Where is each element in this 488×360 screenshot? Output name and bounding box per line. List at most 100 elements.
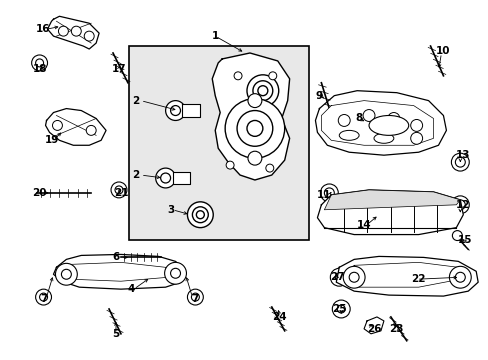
Circle shape — [161, 173, 170, 183]
Text: 27: 27 — [329, 272, 344, 282]
Circle shape — [71, 26, 81, 36]
Circle shape — [252, 81, 272, 100]
Circle shape — [451, 231, 461, 240]
Polygon shape — [364, 317, 383, 334]
Circle shape — [225, 161, 234, 169]
Circle shape — [86, 125, 96, 135]
Circle shape — [59, 26, 68, 36]
Text: 7: 7 — [40, 294, 47, 304]
FancyBboxPatch shape — [129, 46, 309, 239]
Circle shape — [410, 120, 422, 131]
Text: 3: 3 — [166, 205, 174, 215]
Text: 13: 13 — [455, 150, 469, 160]
Polygon shape — [47, 16, 99, 49]
Text: 21: 21 — [114, 188, 128, 198]
Text: 2: 2 — [132, 170, 139, 180]
Circle shape — [343, 266, 365, 288]
Circle shape — [55, 264, 77, 285]
Text: 10: 10 — [435, 46, 450, 56]
Circle shape — [165, 100, 185, 121]
Circle shape — [410, 132, 422, 144]
Circle shape — [224, 99, 284, 158]
Ellipse shape — [339, 130, 358, 140]
Circle shape — [84, 31, 94, 41]
Circle shape — [324, 188, 334, 198]
Circle shape — [320, 184, 338, 202]
Text: 25: 25 — [331, 304, 346, 314]
Circle shape — [247, 94, 262, 108]
Circle shape — [61, 269, 71, 279]
Text: 9: 9 — [315, 91, 322, 101]
Polygon shape — [321, 100, 433, 145]
Circle shape — [187, 202, 213, 228]
Circle shape — [246, 121, 263, 136]
Text: 4: 4 — [127, 284, 134, 294]
Polygon shape — [182, 104, 200, 117]
Text: 20: 20 — [32, 188, 47, 198]
Circle shape — [234, 72, 242, 80]
Text: 22: 22 — [410, 274, 425, 284]
Circle shape — [268, 72, 276, 80]
Circle shape — [362, 109, 374, 121]
Polygon shape — [53, 255, 185, 289]
Circle shape — [330, 268, 347, 286]
Circle shape — [454, 272, 464, 282]
Circle shape — [450, 153, 468, 171]
Ellipse shape — [368, 116, 408, 135]
Circle shape — [332, 300, 349, 318]
Text: 19: 19 — [44, 135, 59, 145]
Text: 14: 14 — [356, 220, 370, 230]
Polygon shape — [212, 53, 289, 180]
Text: 26: 26 — [366, 324, 381, 334]
Circle shape — [155, 168, 175, 188]
Polygon shape — [66, 262, 168, 281]
Circle shape — [454, 157, 464, 167]
Text: 24: 24 — [272, 312, 286, 322]
Polygon shape — [317, 190, 462, 235]
Circle shape — [454, 200, 464, 210]
Text: 1: 1 — [211, 31, 219, 41]
Text: 11: 11 — [317, 190, 331, 200]
Polygon shape — [346, 262, 459, 287]
Circle shape — [111, 182, 127, 198]
Text: 12: 12 — [455, 200, 469, 210]
Circle shape — [246, 75, 278, 107]
Circle shape — [348, 272, 358, 282]
Text: 8: 8 — [355, 113, 362, 123]
Circle shape — [52, 121, 62, 130]
Circle shape — [387, 113, 399, 125]
Text: 6: 6 — [112, 252, 120, 262]
Circle shape — [265, 164, 273, 172]
Polygon shape — [315, 91, 446, 155]
Circle shape — [338, 114, 349, 126]
Circle shape — [448, 266, 470, 288]
Circle shape — [115, 186, 122, 194]
Circle shape — [36, 289, 51, 305]
Circle shape — [337, 305, 345, 313]
Text: 23: 23 — [389, 324, 403, 334]
Ellipse shape — [373, 133, 393, 143]
Circle shape — [247, 151, 262, 165]
Circle shape — [170, 105, 180, 116]
Circle shape — [32, 55, 47, 71]
Text: 15: 15 — [457, 234, 471, 244]
Polygon shape — [336, 256, 477, 296]
Text: 2: 2 — [132, 96, 139, 105]
Polygon shape — [324, 190, 459, 210]
Text: 5: 5 — [112, 329, 120, 339]
Text: 7: 7 — [191, 294, 199, 304]
Circle shape — [36, 59, 43, 67]
Circle shape — [450, 196, 468, 214]
Polygon shape — [45, 109, 106, 145]
Text: 17: 17 — [111, 64, 126, 74]
Circle shape — [187, 289, 203, 305]
Text: 16: 16 — [36, 24, 51, 34]
Circle shape — [191, 293, 199, 301]
Circle shape — [196, 211, 204, 219]
Text: 18: 18 — [32, 64, 47, 74]
Polygon shape — [172, 172, 190, 184]
Circle shape — [192, 207, 208, 223]
Circle shape — [335, 273, 343, 281]
Circle shape — [164, 262, 186, 284]
Circle shape — [170, 268, 180, 278]
